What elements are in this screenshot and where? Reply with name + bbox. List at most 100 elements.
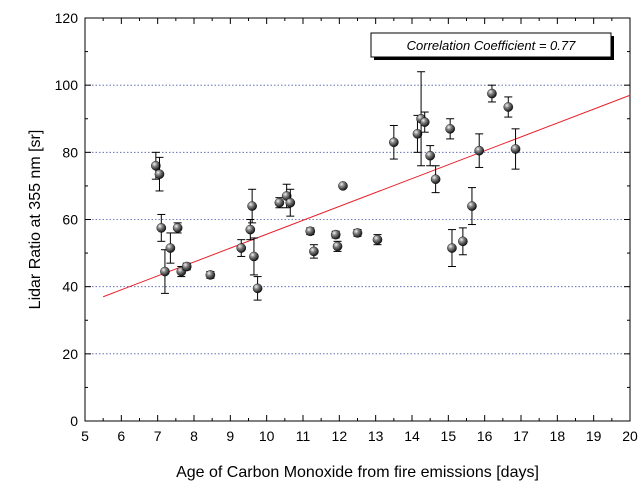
data-point <box>445 118 455 140</box>
point-marker <box>412 129 423 139</box>
point-marker <box>172 223 183 233</box>
y-tick-label: 120 <box>55 10 79 26</box>
fit-line <box>102 94 631 298</box>
axis-ticks: 5 6 7 8 9 10 11 12 13 14 15 16 17 18 19 20 0 20 40 60 80 100 1… <box>55 10 638 444</box>
point-marker <box>305 226 316 237</box>
x-tick-label: 5 <box>81 428 89 444</box>
point-marker <box>181 261 192 272</box>
annotation-box <box>370 32 612 58</box>
data-point <box>249 237 259 276</box>
data-point <box>474 133 485 168</box>
point-marker <box>458 236 468 247</box>
data-point <box>467 187 477 226</box>
data-point <box>151 151 161 180</box>
x-tick-label: 14 <box>404 428 420 444</box>
data-point <box>154 156 165 192</box>
data-point <box>285 188 296 217</box>
data-point <box>487 84 497 103</box>
data-point <box>236 239 247 257</box>
data-point <box>458 227 468 256</box>
point-marker <box>309 246 319 257</box>
x-tick-label: 6 <box>117 428 125 444</box>
point-marker <box>474 145 485 156</box>
data-point <box>160 249 170 294</box>
data-point <box>156 213 167 242</box>
point-marker <box>338 181 348 191</box>
point-marker <box>352 228 363 238</box>
x-tick-label: 17 <box>513 428 529 444</box>
data-point <box>338 181 348 191</box>
y-tick-label: 20 <box>62 346 78 362</box>
point-marker <box>154 169 165 179</box>
y-axis-title: Lidar Ratio at 355 nm [sr] <box>27 130 44 310</box>
data-point <box>165 232 176 264</box>
point-marker <box>245 224 256 235</box>
x-tick-label: 8 <box>190 428 198 444</box>
y-tick-label: 40 <box>62 279 78 295</box>
point-marker <box>156 223 167 233</box>
point-marker <box>332 241 343 252</box>
x-tick-label: 9 <box>226 428 234 444</box>
x-tick-label: 7 <box>154 428 162 444</box>
point-marker <box>389 137 399 148</box>
x-tick-label: 13 <box>368 428 384 444</box>
data-point <box>247 188 257 224</box>
regression-line <box>102 94 631 298</box>
point-marker <box>151 160 161 171</box>
point-marker <box>419 117 430 127</box>
data-point <box>419 111 430 133</box>
x-tick-label: 15 <box>441 428 457 444</box>
point-marker <box>236 243 247 253</box>
point-marker <box>252 283 263 294</box>
data-point <box>181 261 192 272</box>
x-tick-label: 20 <box>622 428 638 444</box>
point-marker <box>249 251 259 262</box>
point-marker <box>425 150 435 161</box>
annotation-text: Correlation Coefficient = 0.77 <box>407 38 577 53</box>
point-marker <box>274 197 285 208</box>
x-tick-label: 16 <box>477 428 493 444</box>
point-marker <box>330 229 341 240</box>
x-tick-label: 11 <box>296 428 311 444</box>
point-marker <box>285 197 296 208</box>
data-point <box>447 229 457 268</box>
gridlines <box>85 84 630 355</box>
point-marker <box>160 266 170 277</box>
data-point <box>305 226 316 237</box>
data-point <box>330 229 341 240</box>
point-marker <box>372 234 383 245</box>
data-point <box>352 228 363 238</box>
data-point <box>309 244 319 259</box>
x-tick-label: 12 <box>332 428 348 444</box>
point-marker <box>503 102 514 112</box>
data-point <box>510 128 521 170</box>
data-point <box>430 165 441 194</box>
data-point <box>252 276 263 301</box>
point-marker <box>165 243 176 253</box>
data-points <box>151 71 521 301</box>
y-tick-label: 80 <box>62 144 78 160</box>
x-tick-label: 19 <box>586 428 602 444</box>
point-marker <box>205 270 216 280</box>
y-tick-label: 100 <box>55 77 79 93</box>
point-marker <box>510 144 521 154</box>
x-axis-title: Age of Carbon Monoxide from fire emissio… <box>176 464 539 481</box>
correlation-annotation: Correlation Coefficient = 0.77 <box>370 32 614 60</box>
data-point <box>425 145 435 167</box>
data-point <box>172 222 183 234</box>
data-point <box>332 240 343 252</box>
point-marker <box>247 201 257 211</box>
y-tick-label: 60 <box>62 212 78 228</box>
data-point <box>274 197 285 209</box>
y-tick-label: 0 <box>70 413 78 429</box>
data-point <box>389 124 399 160</box>
point-marker <box>445 124 455 134</box>
x-tick-label: 18 <box>550 428 566 444</box>
data-point <box>503 96 514 118</box>
data-point <box>372 234 383 246</box>
point-marker <box>487 88 497 99</box>
point-marker <box>430 174 441 184</box>
x-tick-label: 10 <box>259 428 275 444</box>
point-marker <box>447 243 457 253</box>
